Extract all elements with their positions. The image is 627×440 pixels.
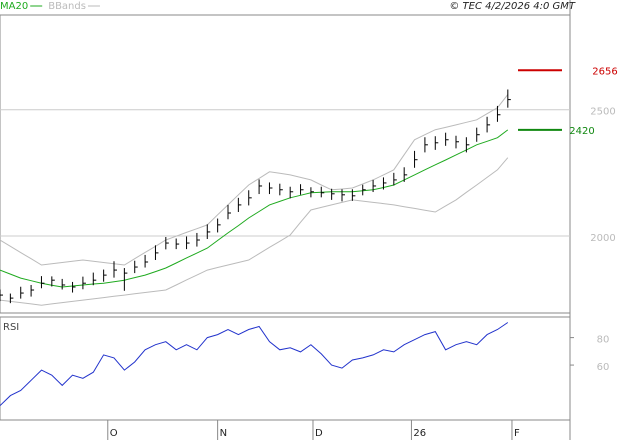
panel-title: RSI (3, 322, 19, 333)
y-tick-label: 80 (597, 335, 610, 346)
y-tick-label: 2500 (590, 107, 615, 118)
legend-label: MA20 (0, 1, 28, 12)
rsi-line (0, 322, 509, 407)
ma-line (0, 129, 509, 288)
rsi-panel (0, 316, 571, 421)
main-panel (0, 14, 571, 314)
level-label: 2420 (569, 126, 594, 137)
x-tick-label: O (110, 428, 118, 439)
level-label: 2656 (592, 66, 617, 77)
x-tick-label: F (514, 428, 520, 439)
source: © TEC 4/2/2026 4:0 GMT (449, 1, 576, 12)
legend-label: BBands (48, 1, 86, 12)
x-tick-label: N (220, 428, 227, 439)
y-tick-label: 2000 (590, 233, 615, 244)
x-tick-label: 26 (413, 428, 426, 439)
band-upper (0, 94, 509, 266)
band-lower (0, 157, 509, 306)
y-tick-label: 60 (597, 362, 610, 373)
x-tick-label: D (315, 428, 323, 439)
